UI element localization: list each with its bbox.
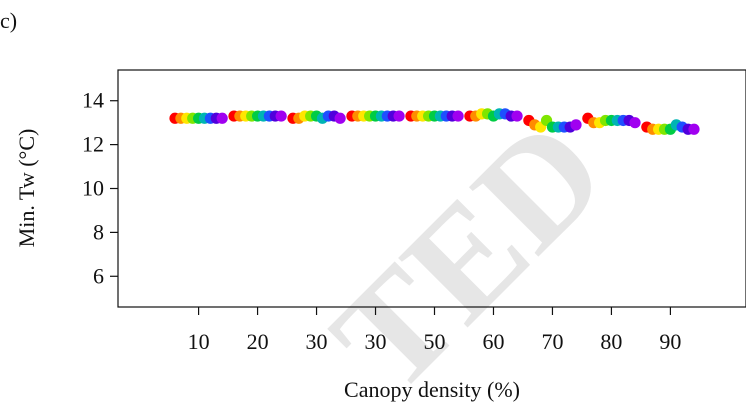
x-tick-label: 20 bbox=[247, 329, 269, 354]
x-tick-label: 70 bbox=[541, 329, 563, 354]
y-tick-label: 14 bbox=[82, 88, 104, 113]
watermark-text: TED bbox=[301, 88, 636, 411]
data-point bbox=[511, 110, 523, 122]
watermark: TED bbox=[301, 88, 636, 411]
data-point bbox=[393, 110, 405, 122]
x-tick-label: 30 bbox=[306, 329, 328, 354]
x-tick-label: 60 bbox=[482, 329, 504, 354]
x-axis: 10 20 30 30 50 60 70 80 90 bbox=[188, 307, 681, 354]
y-axis: 6 8 10 12 14 bbox=[82, 88, 118, 288]
y-tick-label: 10 bbox=[82, 176, 104, 201]
y-tick-label: 12 bbox=[82, 132, 104, 157]
x-tick-label: 90 bbox=[659, 329, 681, 354]
data-point bbox=[629, 117, 641, 129]
data-point bbox=[452, 110, 464, 122]
panel-label: c) bbox=[0, 8, 18, 33]
data-points bbox=[169, 108, 700, 135]
x-tick-label: 30 bbox=[365, 329, 387, 354]
data-point bbox=[216, 112, 228, 124]
x-tick-label: 80 bbox=[600, 329, 622, 354]
x-tick-label: 50 bbox=[424, 329, 446, 354]
y-axis-label: Min. Tw (°C) bbox=[14, 129, 39, 248]
y-tick-label: 6 bbox=[93, 263, 104, 288]
x-axis-label: Canopy density (%) bbox=[344, 377, 520, 402]
data-point bbox=[334, 112, 346, 124]
data-point bbox=[688, 123, 700, 135]
x-tick-label: 10 bbox=[188, 329, 210, 354]
data-point bbox=[275, 110, 287, 122]
y-tick-label: 8 bbox=[93, 219, 104, 244]
data-point bbox=[570, 119, 582, 131]
